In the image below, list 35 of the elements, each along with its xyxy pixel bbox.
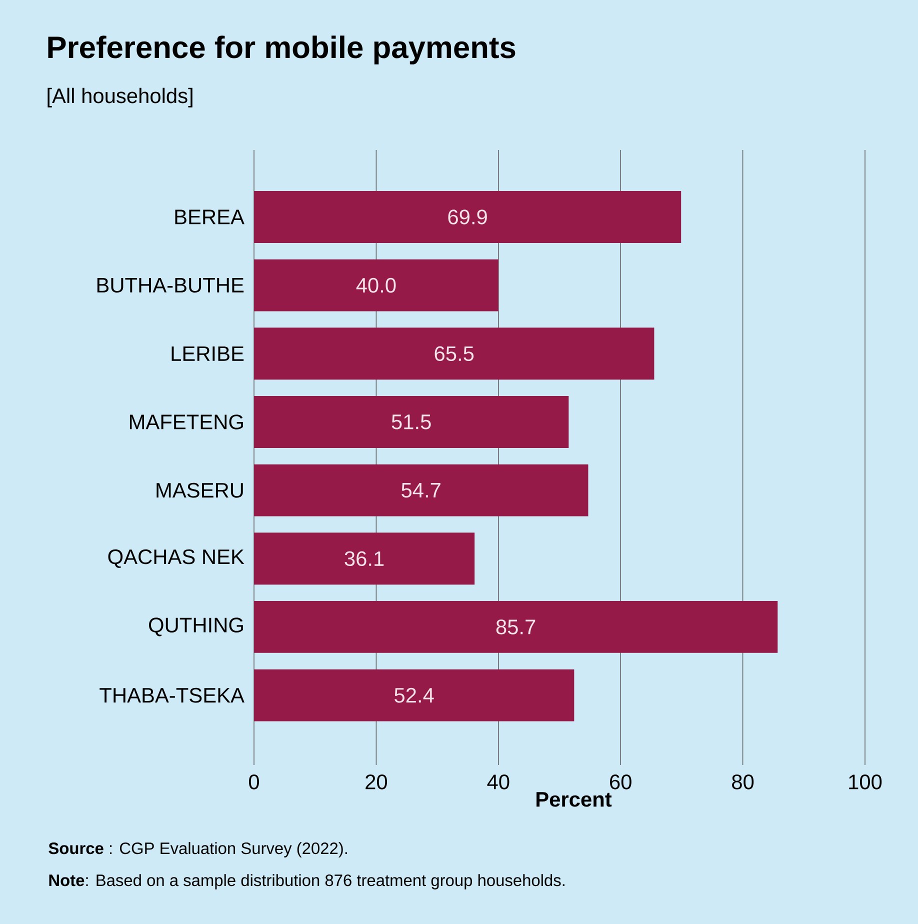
chart-subtitle: [All households] — [48, 88, 192, 108]
bar — [254, 191, 682, 243]
y-tick-label: THABA-TSEKA — [100, 688, 244, 703]
y-tick-label: MAFETENG — [130, 414, 243, 430]
y-tick-label: QUTHING — [148, 618, 243, 636]
x-tick-label: 100 — [849, 774, 882, 790]
bar — [254, 532, 475, 585]
x-tick-label: 0 — [248, 774, 259, 790]
data-label: 85.7 — [496, 620, 536, 634]
bar — [254, 328, 654, 380]
y-tick-label: MASERU — [156, 482, 243, 498]
y-tick-label: BUTHA-BUTHE — [97, 278, 244, 293]
data-label: 40.0 — [356, 278, 396, 293]
x-tick-label: 60 — [610, 774, 632, 790]
data-label: 54.7 — [402, 483, 440, 498]
bar — [254, 259, 498, 312]
y-tick-label: QACHAS NEK — [108, 549, 244, 568]
y-tick-label: LERIBE — [172, 346, 244, 361]
data-label: 65.5 — [434, 346, 474, 362]
x-tick-label: 80 — [732, 774, 754, 790]
x-tick-label: 20 — [366, 774, 388, 790]
bar — [254, 464, 588, 516]
bar — [254, 396, 569, 448]
data-label: 51.5 — [392, 414, 431, 430]
text: Source : CGP Evaluation Survey (2022). — [48, 842, 347, 858]
x-axis-title: Percent — [536, 792, 612, 807]
bar — [254, 601, 778, 653]
y-tick-label: BEREA — [175, 210, 244, 224]
bar — [254, 669, 574, 722]
data-label: 69.9 — [448, 210, 487, 224]
chart-title: Preference for mobile payments — [48, 36, 516, 64]
text: Note: Based on a sample distribution 876 treatment group households. — [49, 874, 564, 890]
data-label: 52.4 — [394, 688, 434, 703]
data-label: 36.1 — [344, 551, 384, 566]
x-tick-label: 40 — [487, 774, 510, 790]
